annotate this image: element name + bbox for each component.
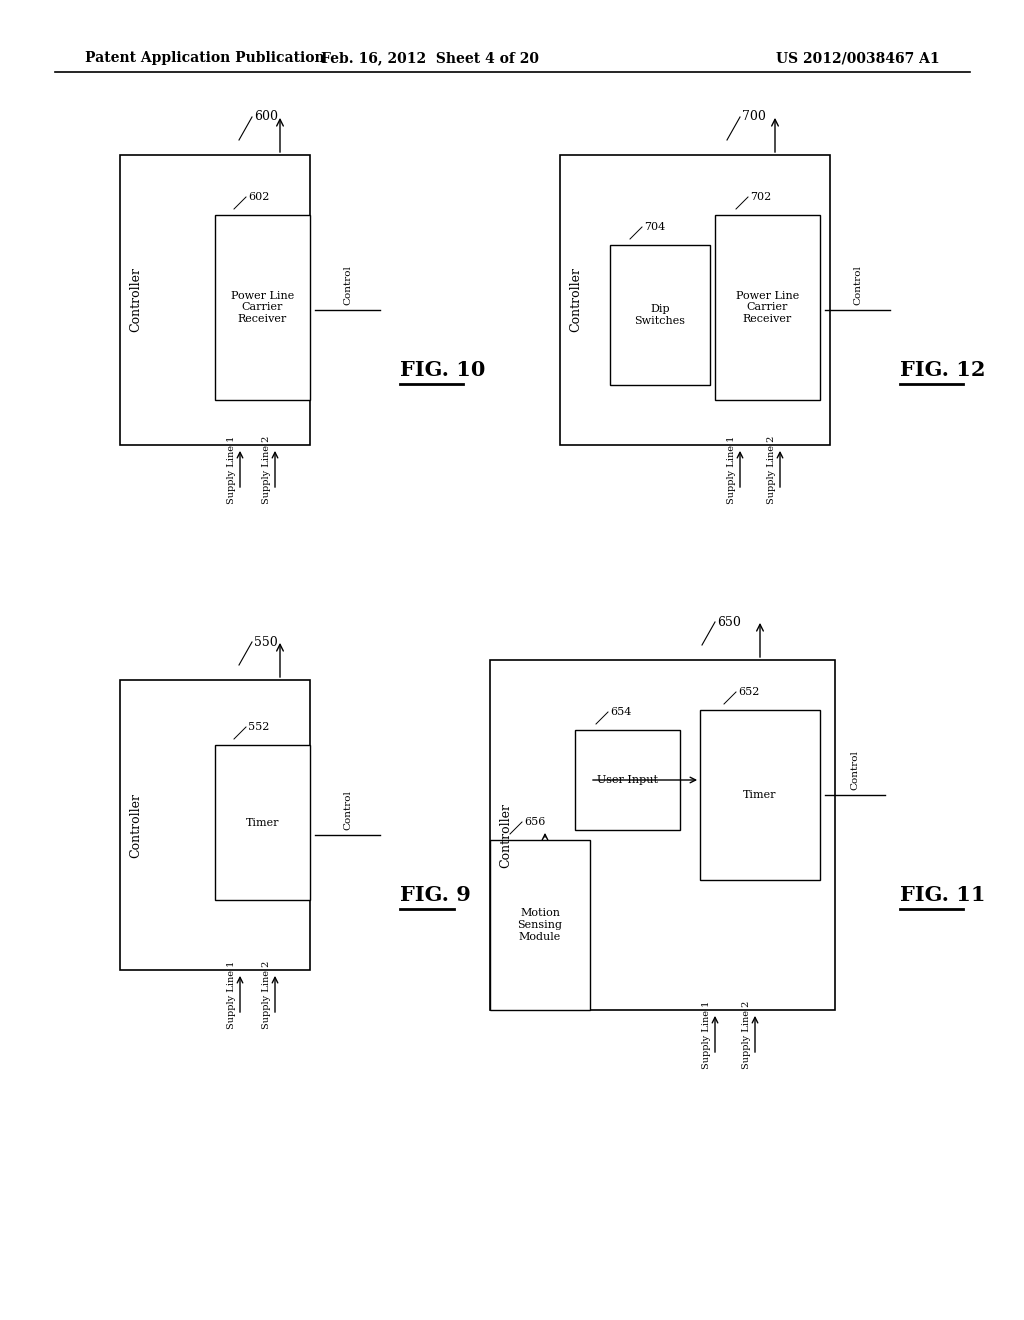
Text: 602: 602 (248, 191, 269, 202)
Text: 704: 704 (644, 222, 666, 232)
Bar (215, 744, 310, 900)
Text: Supply Line 2: Supply Line 2 (262, 436, 271, 504)
Text: FIG. 9: FIG. 9 (400, 884, 471, 906)
Bar (575, 730, 680, 830)
Text: Supply Line 2: Supply Line 2 (262, 961, 271, 1030)
Text: Controller: Controller (500, 803, 512, 867)
Text: 652: 652 (738, 686, 760, 697)
Bar (560, 154, 830, 445)
Text: 600: 600 (254, 111, 278, 124)
Text: 654: 654 (610, 708, 632, 717)
Text: FIG. 11: FIG. 11 (900, 884, 985, 906)
Text: 552: 552 (248, 722, 269, 733)
Text: Controller: Controller (569, 268, 583, 333)
Text: 656: 656 (524, 817, 546, 828)
Text: Supply Line 2: Supply Line 2 (767, 436, 776, 504)
Bar (610, 246, 710, 385)
Bar (715, 215, 820, 400)
Text: Power Line
Carrier
Receiver: Power Line Carrier Receiver (736, 290, 799, 325)
Text: Patent Application Publication: Patent Application Publication (85, 51, 325, 65)
Bar (490, 660, 835, 1010)
Bar (120, 680, 310, 970)
Text: Controller: Controller (129, 268, 142, 333)
Text: Supply Line 2: Supply Line 2 (742, 1001, 751, 1069)
Text: Control: Control (851, 750, 859, 789)
Text: Supply Line 1: Supply Line 1 (227, 436, 236, 504)
Bar (490, 840, 590, 1010)
Text: Supply Line 1: Supply Line 1 (727, 436, 736, 504)
Text: Timer: Timer (246, 817, 280, 828)
Text: Motion
Sensing
Module: Motion Sensing Module (517, 908, 562, 941)
Text: Supply Line 1: Supply Line 1 (702, 1001, 711, 1069)
Text: Supply Line 1: Supply Line 1 (227, 961, 236, 1030)
Text: US 2012/0038467 A1: US 2012/0038467 A1 (776, 51, 940, 65)
Text: FIG. 12: FIG. 12 (900, 360, 985, 380)
Text: Controller: Controller (129, 792, 142, 858)
Text: 650: 650 (717, 615, 741, 628)
Text: Power Line
Carrier
Receiver: Power Line Carrier Receiver (230, 290, 294, 325)
Text: 702: 702 (750, 191, 771, 202)
Text: Feb. 16, 2012  Sheet 4 of 20: Feb. 16, 2012 Sheet 4 of 20 (321, 51, 539, 65)
Text: 550: 550 (254, 635, 278, 648)
Text: Control: Control (343, 791, 352, 830)
Text: Dip
Switches: Dip Switches (635, 304, 685, 326)
Bar (120, 154, 310, 445)
Text: FIG. 10: FIG. 10 (400, 360, 485, 380)
Bar (215, 215, 310, 400)
Text: Control: Control (343, 265, 352, 305)
Text: User Input: User Input (597, 775, 658, 785)
Text: Timer: Timer (743, 789, 777, 800)
Text: 700: 700 (742, 111, 766, 124)
Text: Control: Control (853, 265, 862, 305)
Bar (700, 710, 820, 880)
